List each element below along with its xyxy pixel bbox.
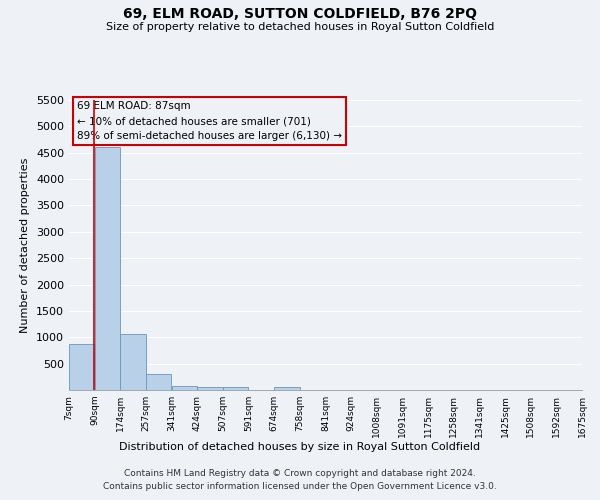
Bar bbox=[197, 387, 223, 390]
Y-axis label: Number of detached properties: Number of detached properties bbox=[20, 158, 31, 332]
Bar bbox=[95, 148, 120, 390]
Text: 69, ELM ROAD, SUTTON COLDFIELD, B76 2PQ: 69, ELM ROAD, SUTTON COLDFIELD, B76 2PQ bbox=[123, 8, 477, 22]
Bar bbox=[172, 386, 197, 390]
Bar bbox=[274, 387, 299, 390]
Text: Size of property relative to detached houses in Royal Sutton Coldfield: Size of property relative to detached ho… bbox=[106, 22, 494, 32]
Bar bbox=[121, 334, 146, 390]
Bar bbox=[69, 344, 95, 390]
Text: 69 ELM ROAD: 87sqm
← 10% of detached houses are smaller (701)
89% of semi-detach: 69 ELM ROAD: 87sqm ← 10% of detached hou… bbox=[77, 102, 341, 141]
Text: Distribution of detached houses by size in Royal Sutton Coldfield: Distribution of detached houses by size … bbox=[119, 442, 481, 452]
Text: Contains public sector information licensed under the Open Government Licence v3: Contains public sector information licen… bbox=[103, 482, 497, 491]
Bar bbox=[146, 374, 172, 390]
Bar bbox=[223, 387, 248, 390]
Text: Contains HM Land Registry data © Crown copyright and database right 2024.: Contains HM Land Registry data © Crown c… bbox=[124, 468, 476, 477]
